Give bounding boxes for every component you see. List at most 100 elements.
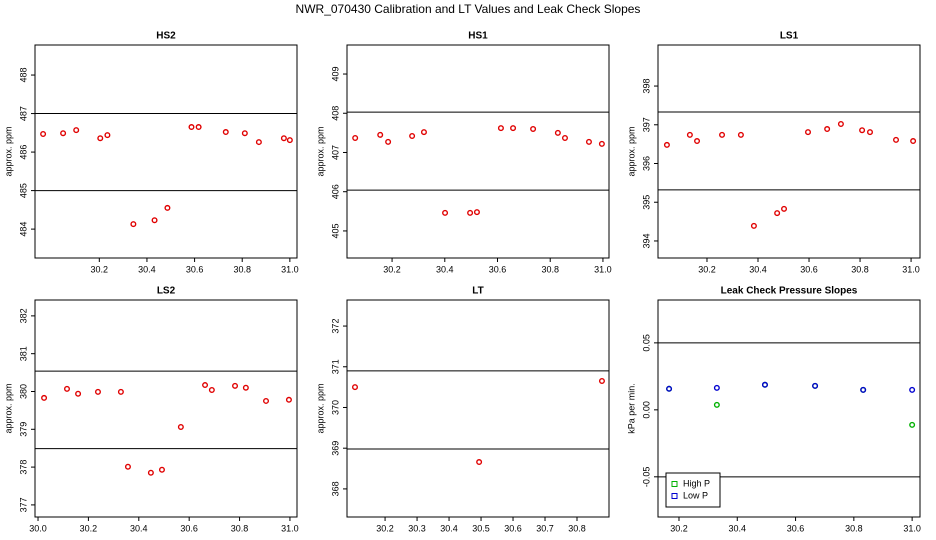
- panel-title: HS1: [468, 31, 488, 42]
- data-point: [805, 129, 812, 136]
- data-point: [124, 463, 131, 470]
- legend-marker: [671, 481, 678, 487]
- data-point: [824, 126, 831, 133]
- x-tick-label: 30.8: [541, 264, 559, 274]
- data-point: [195, 124, 202, 131]
- x-tick-label: 31.0: [594, 264, 612, 274]
- x-tick-label: 30.4: [436, 264, 454, 274]
- x-tick-label: 30.4: [138, 264, 156, 274]
- legend-label: Low P: [683, 490, 708, 500]
- legend-label: High P: [683, 478, 710, 488]
- data-point: [286, 137, 293, 144]
- x-tick-label: 30.8: [568, 523, 586, 533]
- y-tick-label: 406: [330, 184, 340, 199]
- data-point: [60, 130, 67, 137]
- y-tick-label: 394: [641, 233, 651, 248]
- data-point: [750, 222, 757, 229]
- y-axis-title: approx. ppm: [626, 126, 636, 176]
- data-point: [473, 209, 480, 216]
- x-tick-label: 30.2: [383, 264, 401, 274]
- data-point: [761, 381, 768, 388]
- data-point: [554, 129, 561, 136]
- data-point: [351, 384, 358, 391]
- y-tick-label: 485: [18, 183, 28, 198]
- data-point: [598, 378, 605, 385]
- data-point: [713, 401, 720, 408]
- data-point: [893, 136, 900, 143]
- data-point: [241, 130, 248, 137]
- data-point: [73, 127, 80, 134]
- data-point: [859, 127, 866, 134]
- plot-frame: [34, 299, 298, 518]
- data-point: [177, 424, 184, 431]
- y-tick-label: 380: [18, 384, 28, 399]
- legend-marker: [671, 493, 678, 499]
- data-point: [774, 210, 781, 217]
- x-tick-label: 30.0: [29, 523, 47, 533]
- data-point: [719, 131, 726, 138]
- x-tick-label: 31.0: [902, 264, 920, 274]
- figure-title: NWR_070430 Calibration and LT Values and…: [296, 2, 641, 16]
- data-point: [666, 385, 673, 392]
- data-point: [713, 384, 720, 391]
- x-tick-label: 31.0: [281, 264, 299, 274]
- panel-title: LS1: [780, 31, 799, 42]
- y-tick-label: 371: [330, 359, 340, 374]
- x-tick-label: 30.3: [408, 523, 426, 533]
- x-tick-label: 30.5: [472, 523, 490, 533]
- data-point: [164, 204, 171, 211]
- y-tick-label: 368: [330, 481, 340, 496]
- x-tick-label: 30.8: [851, 264, 869, 274]
- x-tick-label: 30.4: [130, 523, 148, 533]
- y-tick-label: 407: [330, 145, 340, 160]
- data-point: [467, 209, 474, 216]
- panel-title: Leak Check Pressure Slopes: [721, 286, 858, 297]
- x-tick-label: 30.6: [504, 523, 522, 533]
- data-point: [598, 140, 605, 147]
- y-tick-label: 381: [18, 346, 28, 361]
- y-axis-title: approx. ppm: [315, 383, 325, 433]
- x-tick-label: 30.7: [536, 523, 554, 533]
- y-tick-label: 382: [18, 308, 28, 323]
- y-tick-label: -0.05: [641, 467, 651, 488]
- x-tick-label: 30.4: [749, 264, 767, 274]
- data-point: [860, 386, 867, 393]
- x-tick-label: 30.4: [440, 523, 458, 533]
- data-point: [377, 131, 384, 138]
- data-point: [75, 390, 82, 397]
- y-axis-title: approx. ppm: [315, 126, 325, 176]
- data-point: [285, 396, 292, 403]
- y-tick-label: 0.00: [641, 401, 651, 419]
- data-point: [910, 138, 917, 145]
- y-tick-label: 408: [330, 106, 340, 121]
- y-tick-label: 395: [641, 195, 651, 210]
- x-tick-label: 30.6: [800, 264, 818, 274]
- y-tick-label: 409: [330, 67, 340, 82]
- data-point: [222, 129, 229, 136]
- panel-title: LT: [472, 286, 483, 297]
- data-point: [510, 125, 517, 132]
- data-point: [117, 388, 124, 395]
- y-tick-label: 378: [18, 460, 28, 475]
- plot-frame: [34, 44, 298, 259]
- data-point: [104, 132, 111, 139]
- y-tick-label: 372: [330, 319, 340, 334]
- x-tick-label: 30.4: [729, 523, 747, 533]
- data-point: [663, 141, 670, 148]
- plot-frame: [657, 299, 921, 518]
- data-point: [530, 125, 537, 132]
- data-point: [585, 138, 592, 145]
- data-point: [497, 125, 504, 132]
- data-point: [909, 386, 916, 393]
- y-tick-label: 370: [330, 400, 340, 415]
- plot-frame: [346, 299, 610, 518]
- y-axis-title: approx. ppm: [3, 383, 13, 433]
- y-tick-label: 396: [641, 156, 651, 171]
- data-point: [442, 209, 449, 216]
- plot-frame: [346, 44, 610, 259]
- data-point: [94, 388, 101, 395]
- y-tick-label: 369: [330, 441, 340, 456]
- data-point: [63, 385, 70, 392]
- data-point: [280, 135, 287, 142]
